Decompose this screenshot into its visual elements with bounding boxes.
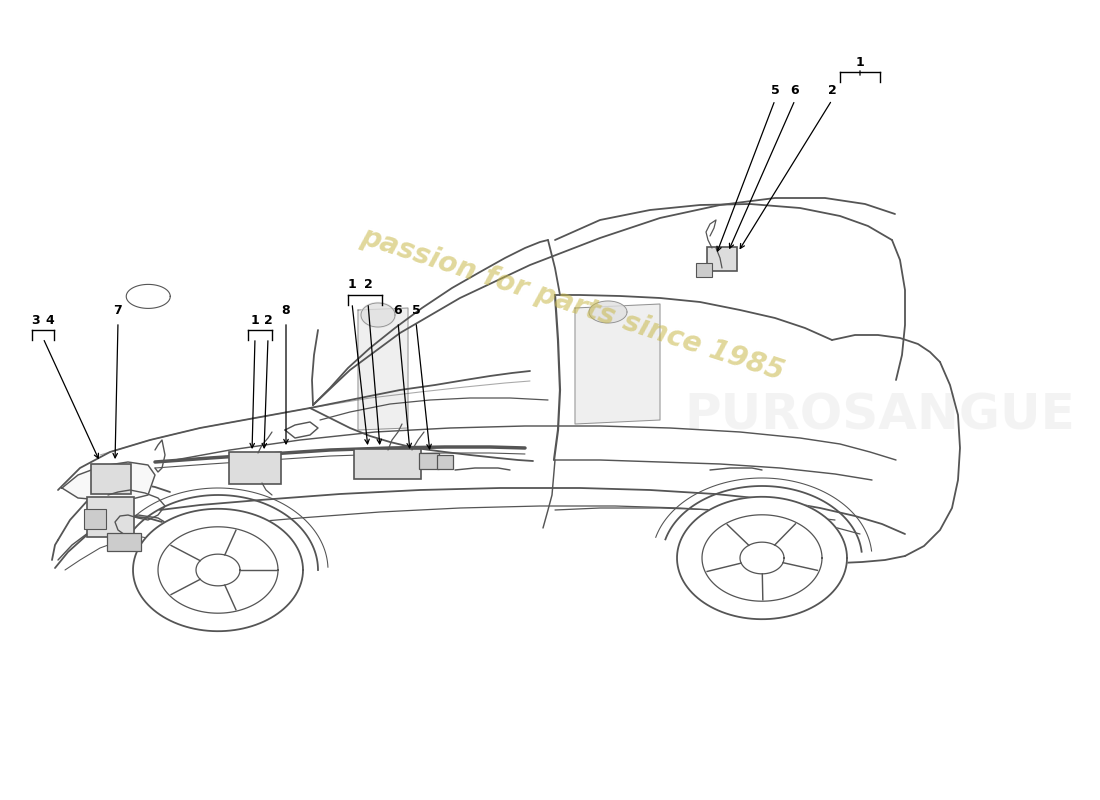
Text: 2: 2 bbox=[264, 314, 273, 326]
FancyBboxPatch shape bbox=[696, 263, 712, 277]
Ellipse shape bbox=[588, 301, 627, 323]
Text: 2: 2 bbox=[827, 83, 836, 97]
Text: 8: 8 bbox=[282, 303, 290, 317]
Text: 4: 4 bbox=[45, 314, 54, 326]
Polygon shape bbox=[676, 497, 847, 619]
Polygon shape bbox=[133, 509, 302, 631]
FancyBboxPatch shape bbox=[419, 453, 439, 469]
Ellipse shape bbox=[361, 302, 396, 327]
Text: 1: 1 bbox=[348, 278, 356, 291]
Text: 6: 6 bbox=[791, 83, 800, 97]
FancyBboxPatch shape bbox=[91, 464, 131, 494]
Text: 2: 2 bbox=[364, 278, 373, 291]
Text: passion for parts since 1985: passion for parts since 1985 bbox=[356, 222, 788, 386]
Polygon shape bbox=[62, 462, 155, 500]
Text: 5: 5 bbox=[411, 303, 420, 317]
FancyBboxPatch shape bbox=[707, 247, 737, 271]
Text: 1: 1 bbox=[856, 55, 865, 69]
FancyBboxPatch shape bbox=[107, 533, 141, 551]
Text: PUROSANGUE: PUROSANGUE bbox=[684, 392, 1076, 440]
Text: 3: 3 bbox=[32, 314, 41, 326]
FancyBboxPatch shape bbox=[437, 455, 453, 469]
FancyBboxPatch shape bbox=[354, 449, 421, 479]
Text: 7: 7 bbox=[113, 303, 122, 317]
FancyBboxPatch shape bbox=[229, 452, 280, 484]
FancyBboxPatch shape bbox=[87, 497, 134, 537]
Polygon shape bbox=[358, 308, 408, 430]
Text: 5: 5 bbox=[771, 83, 780, 97]
FancyBboxPatch shape bbox=[84, 509, 106, 529]
Text: 1: 1 bbox=[251, 314, 260, 326]
Polygon shape bbox=[575, 304, 660, 424]
Text: 6: 6 bbox=[394, 303, 403, 317]
